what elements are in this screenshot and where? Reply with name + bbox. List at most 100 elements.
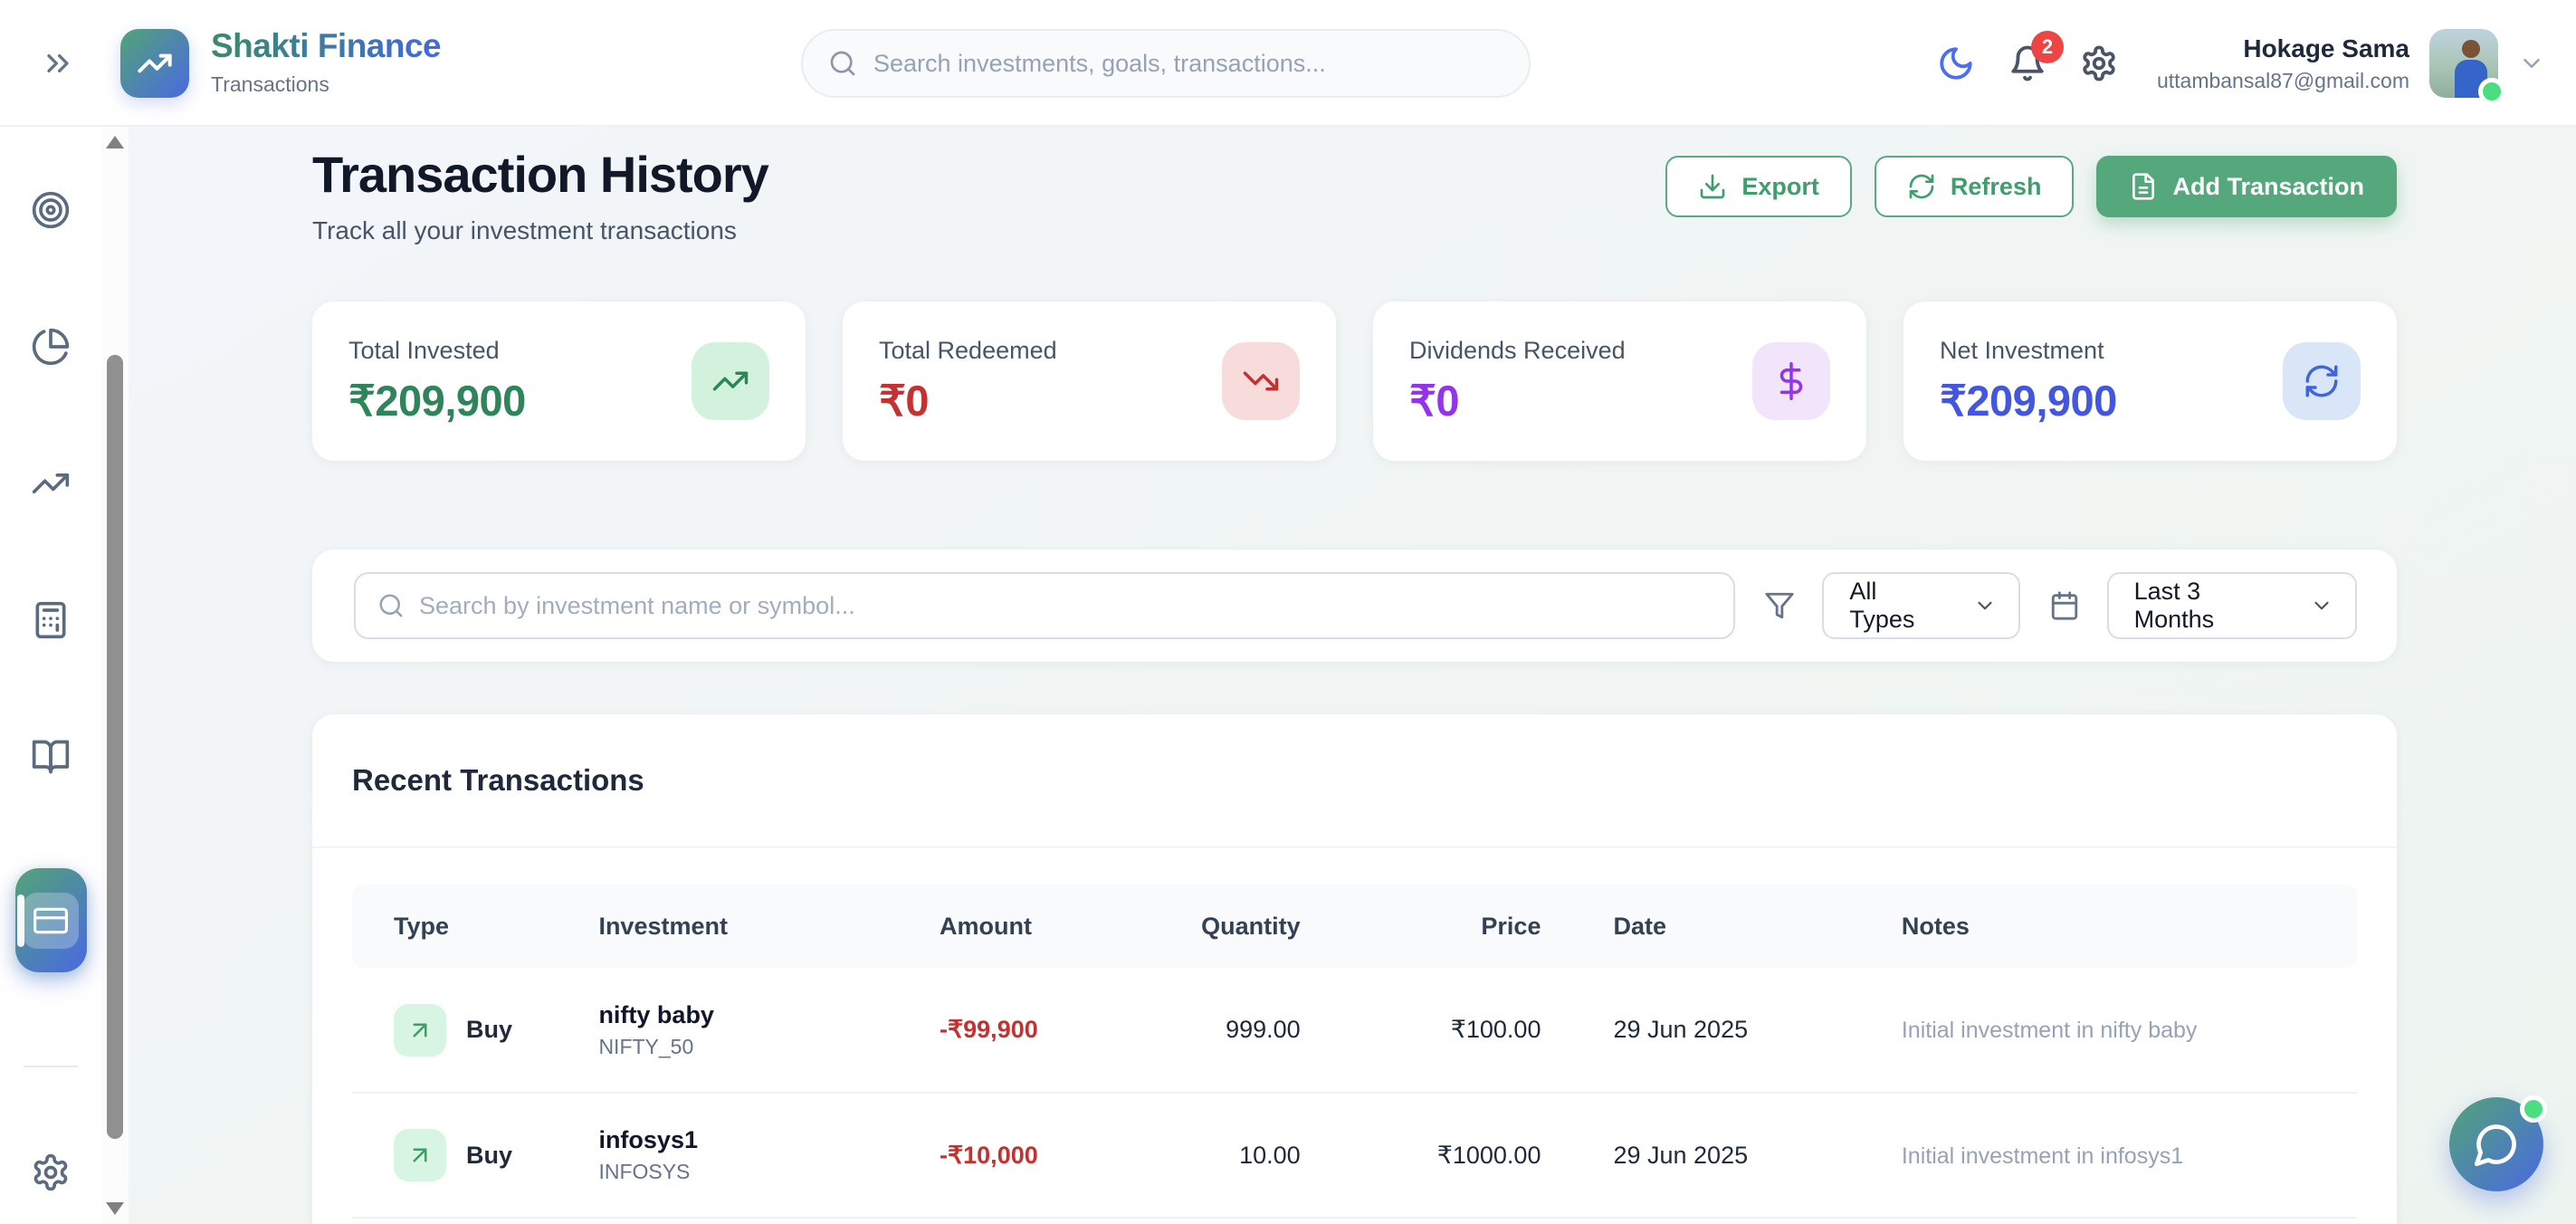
- gear-icon: [31, 1152, 71, 1192]
- book-open-icon: [31, 737, 71, 777]
- transaction-notes: Initial investment in nifty baby: [1901, 1018, 2198, 1043]
- transaction-notes: Initial investment in infosys1: [1901, 1143, 2184, 1169]
- stat-label: Dividends Received: [1409, 336, 1626, 364]
- user-email: uttambansal87@gmail.com: [2156, 68, 2409, 92]
- investment-name: infosys1: [598, 1126, 698, 1153]
- refresh-button[interactable]: Refresh: [1874, 156, 2075, 217]
- investment-name: nifty baby: [598, 1000, 714, 1028]
- stat-value: ₹0: [879, 376, 930, 425]
- transaction-quantity: 999.00: [1150, 968, 1301, 1094]
- sidebar: [0, 127, 101, 1224]
- sidebar-item-portfolio[interactable]: [25, 321, 76, 372]
- bell-icon: [2008, 44, 2046, 82]
- sidebar-item-transactions-active[interactable]: [14, 868, 87, 972]
- transaction-amount: -₹10,000: [939, 1141, 1038, 1169]
- stat-card-dividends: Dividends Received ₹0: [1373, 301, 1866, 461]
- pie-chart-icon: [31, 327, 71, 367]
- sidebar-item-settings[interactable]: [25, 1147, 76, 1198]
- col-date: Date: [1613, 912, 1666, 940]
- type-filter-select[interactable]: All Types: [1822, 572, 2020, 639]
- refresh-icon: [1907, 172, 1936, 201]
- arrow-up-right-icon: [394, 1129, 446, 1181]
- col-quantity: Quantity: [1201, 912, 1301, 940]
- date-range-select[interactable]: Last 3 Months: [2106, 572, 2357, 639]
- stat-card-net-investment: Net Investment ₹209,900: [1903, 301, 2397, 461]
- filter-funnel-icon: [1764, 590, 1795, 621]
- trending-down-icon: [1222, 342, 1300, 420]
- investment-symbol: INFOSYS: [598, 1160, 691, 1183]
- active-indicator: [16, 894, 24, 947]
- trending-up-icon: [692, 342, 769, 420]
- global-search: [801, 29, 1531, 98]
- stat-value: ₹0: [1409, 376, 1460, 425]
- stat-card-total-invested: Total Invested ₹209,900: [312, 301, 806, 461]
- notification-badge: 2: [2030, 31, 2064, 63]
- chevron-down-icon: [1973, 594, 1997, 617]
- vertical-scrollbar[interactable]: [101, 127, 129, 1224]
- scroll-down-arrow[interactable]: [106, 1202, 124, 1215]
- credit-card-icon: [23, 892, 79, 949]
- stat-value: ₹209,900: [1940, 376, 2117, 425]
- add-transaction-label: Add Transaction: [2172, 172, 2364, 200]
- gear-icon: [2080, 44, 2118, 82]
- online-status-dot: [2478, 78, 2505, 105]
- target-icon: [31, 190, 71, 230]
- avatar[interactable]: [2429, 29, 2505, 105]
- notifications-button[interactable]: 2: [2006, 31, 2064, 85]
- transaction-search-input[interactable]: [419, 591, 1713, 620]
- dark-mode-button[interactable]: [1934, 42, 1978, 85]
- calculator-icon: [31, 600, 71, 640]
- header-settings-button[interactable]: [2077, 42, 2121, 85]
- sidebar-expand-button[interactable]: [40, 42, 83, 85]
- brand-page-label: Transactions: [211, 72, 329, 96]
- refresh-label: Refresh: [1950, 172, 2042, 200]
- file-text-icon: [2129, 172, 2158, 201]
- col-type: Type: [394, 912, 450, 940]
- sidebar-item-learn[interactable]: [25, 732, 76, 782]
- transaction-price: ₹1000.00: [1300, 1093, 1541, 1219]
- main-content: Transaction History Track all your inves…: [129, 127, 2576, 1224]
- dollar-icon: [1752, 342, 1830, 420]
- scrollbar-thumb[interactable]: [107, 355, 123, 1139]
- chevron-down-icon: [2310, 594, 2333, 617]
- transaction-type: Buy: [466, 1141, 513, 1169]
- sidebar-item-investments[interactable]: [25, 458, 76, 509]
- chevrons-right-icon: [40, 45, 83, 81]
- date-range-value: Last 3 Months: [2133, 578, 2215, 633]
- recent-transactions-card: Recent Transactions Type Investment Amou…: [312, 714, 2397, 1224]
- export-label: Export: [1741, 172, 1819, 200]
- col-price: Price: [1481, 912, 1541, 940]
- moon-icon: [1937, 44, 1975, 82]
- transaction-date: 29 Jun 2025: [1541, 968, 1862, 1094]
- scroll-up-arrow[interactable]: [106, 136, 124, 148]
- top-bar: Shakti Finance Transactions 2 Hokage Sam…: [0, 0, 2576, 127]
- table-row[interactable]: Buy nifty baby NIFTY_50 -₹99,900 999.00 …: [352, 968, 2357, 1094]
- export-button[interactable]: Export: [1665, 156, 1852, 217]
- sidebar-item-goals[interactable]: [25, 185, 76, 235]
- table-row[interactable]: Buy infosys1 INFOSYS -₹10,000 10.00 ₹100…: [352, 1093, 2357, 1219]
- global-search-input[interactable]: [873, 49, 1503, 78]
- arrow-up-right-icon: [394, 1003, 446, 1057]
- stat-label: Total Redeemed: [879, 336, 1057, 364]
- page-header: Transaction History Track all your inves…: [312, 145, 2397, 245]
- recent-transactions-title: Recent Transactions: [352, 763, 644, 797]
- trending-up-icon: [137, 45, 173, 81]
- user-meta: Hokage Sama uttambansal87@gmail.com: [2157, 34, 2409, 93]
- message-circle-icon: [2473, 1121, 2520, 1168]
- col-investment: Investment: [598, 912, 728, 940]
- search-icon: [828, 49, 857, 78]
- sidebar-divider: [24, 1066, 78, 1067]
- transaction-price: ₹100.00: [1300, 968, 1541, 1094]
- chat-support-button[interactable]: [2449, 1095, 2547, 1191]
- stat-card-total-redeemed: Total Redeemed ₹0: [843, 301, 1336, 461]
- user-name: Hokage Sama: [2243, 33, 2409, 62]
- stat-label: Total Invested: [348, 336, 500, 364]
- transaction-quantity: 10.00: [1150, 1093, 1301, 1219]
- transaction-search: [354, 572, 1736, 639]
- sidebar-item-calculator[interactable]: [25, 595, 76, 645]
- chevron-down-icon[interactable]: [2518, 50, 2545, 77]
- add-transaction-button[interactable]: Add Transaction: [2096, 156, 2397, 217]
- page-subtitle: Track all your investment transactions: [312, 216, 737, 244]
- app-logo: [120, 29, 189, 98]
- top-bar-right: 2 Hokage Sama uttambansal87@gmail.com: [1934, 0, 2545, 127]
